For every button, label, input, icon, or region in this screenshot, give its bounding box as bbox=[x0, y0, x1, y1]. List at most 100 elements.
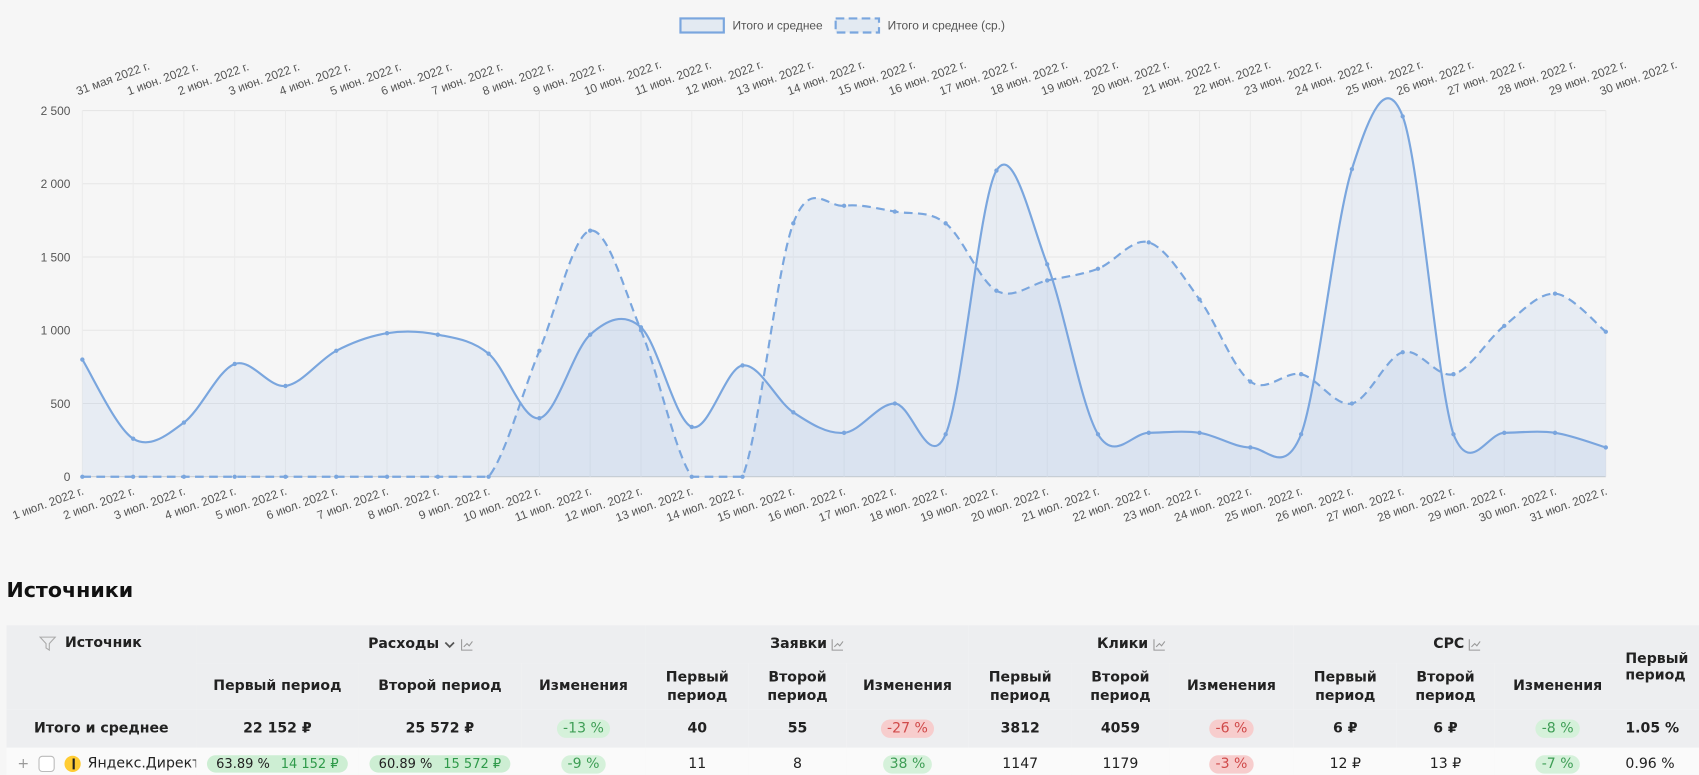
legend-swatch bbox=[679, 17, 725, 34]
point bbox=[283, 474, 288, 479]
cell-text: 4059 bbox=[1100, 720, 1141, 737]
table-cell: 55 bbox=[748, 709, 847, 748]
y-tick-label: 2 000 bbox=[41, 177, 71, 191]
table-cell: 25 572 ₽ bbox=[358, 709, 522, 748]
cell-text: Итого и среднее bbox=[34, 720, 169, 737]
point bbox=[130, 436, 136, 441]
table-cell: 11 bbox=[645, 747, 749, 775]
cell-text: 40 bbox=[687, 720, 708, 737]
header-label[interactable]: Клики bbox=[1097, 636, 1149, 653]
cell-text: 55 bbox=[787, 720, 808, 737]
change-badge: -8 % bbox=[1535, 719, 1581, 738]
y-tick-label: 1 000 bbox=[41, 324, 71, 338]
point bbox=[384, 474, 390, 479]
group-row: Источник Расходы Заявки Клики CPC Первый пери… bbox=[6, 625, 1699, 710]
point bbox=[689, 474, 694, 479]
header-label[interactable]: CPC bbox=[1433, 636, 1465, 653]
point bbox=[283, 383, 288, 389]
sub-header: Изменения bbox=[846, 663, 969, 710]
point bbox=[1298, 432, 1304, 437]
value: 15 572 ₽ bbox=[443, 756, 502, 772]
sources-table: Источник Расходы Заявки Клики CPC Первый пери… bbox=[6, 625, 1699, 775]
table-cell: -6 % bbox=[1169, 709, 1294, 748]
table-body: Итого и среднее 22 152 ₽ 25 572 ₽ -13 % 40 55… bbox=[6, 709, 1699, 775]
legend-label: Итого и среднее (ср.) bbox=[888, 18, 1005, 32]
line bbox=[81, 97, 1607, 459]
table-cell: 6 ₽ bbox=[1293, 709, 1397, 748]
cell-text: 13 ₽ bbox=[1429, 755, 1462, 773]
point bbox=[181, 474, 187, 479]
point bbox=[334, 474, 339, 479]
point bbox=[537, 415, 542, 421]
change-badge: -13 % bbox=[556, 719, 611, 738]
cell-text: 22 152 ₽ bbox=[243, 720, 312, 737]
point bbox=[1451, 432, 1456, 437]
area bbox=[82, 198, 1606, 477]
table-cell: 60.89 % 15 572 ₽ bbox=[358, 747, 522, 775]
point bbox=[1095, 266, 1101, 271]
y-tick-label: 0 bbox=[64, 470, 71, 484]
point bbox=[435, 474, 440, 479]
line bbox=[82, 197, 1607, 478]
point bbox=[1146, 430, 1151, 435]
value: 14 152 ₽ bbox=[280, 756, 339, 772]
point bbox=[1248, 379, 1253, 384]
group-header: Клики bbox=[968, 625, 1294, 664]
area bbox=[82, 98, 1606, 477]
point bbox=[1146, 240, 1151, 245]
share: 60.89 % bbox=[378, 756, 433, 772]
legend-swatch bbox=[834, 17, 881, 34]
point bbox=[232, 361, 237, 367]
header-label[interactable]: Заявки bbox=[770, 636, 828, 653]
table-cell: 1179 bbox=[1071, 747, 1170, 775]
table-cell: -8 % bbox=[1494, 709, 1622, 748]
section-title: Источники bbox=[6, 578, 134, 603]
cell-text: Яндекс.Директ bbox=[87, 755, 197, 773]
cell-text: 1147 bbox=[1002, 755, 1039, 773]
sub-header: Второй период bbox=[1396, 663, 1495, 710]
point bbox=[1045, 278, 1050, 283]
header-label[interactable]: Первый период bbox=[1625, 651, 1689, 684]
table-cell: 13 ₽ bbox=[1396, 747, 1495, 775]
point bbox=[80, 357, 85, 362]
header-label[interactable]: Источник bbox=[65, 634, 142, 652]
point bbox=[740, 363, 745, 368]
point bbox=[486, 351, 491, 356]
point bbox=[791, 410, 796, 415]
point bbox=[1400, 350, 1405, 355]
point bbox=[841, 430, 847, 435]
sub-row: Первый период Второй период Изменения Первы… bbox=[7, 663, 1699, 710]
table-cell: 3812 bbox=[968, 709, 1072, 748]
group-header: Первый период bbox=[1621, 625, 1699, 710]
cell-text: 25 572 ₽ bbox=[405, 720, 475, 737]
cell-text: 0.96 % bbox=[1625, 755, 1675, 773]
table-cell: -13 % bbox=[521, 709, 646, 748]
change-badge: -9 % bbox=[561, 754, 606, 774]
point bbox=[1502, 430, 1507, 435]
cell-text: 3812 bbox=[1000, 720, 1040, 737]
table-cell: -9 % bbox=[521, 747, 646, 775]
table-cell: + Яндекс.Директ bbox=[6, 747, 197, 775]
point bbox=[588, 332, 593, 337]
point bbox=[638, 328, 644, 333]
table-cell: 4059 bbox=[1071, 709, 1170, 748]
table-head: Источник Расходы Заявки Клики CPC Первый пери… bbox=[6, 625, 1699, 710]
change-badge: -3 % bbox=[1209, 754, 1254, 774]
point bbox=[1603, 445, 1608, 450]
sub-header: Изменения bbox=[521, 663, 646, 710]
sub-header: Второй период bbox=[748, 663, 847, 710]
table-cell: 8 bbox=[748, 747, 847, 775]
sub-header: Первый период bbox=[1293, 663, 1397, 710]
header-label[interactable]: Расходы bbox=[368, 636, 440, 653]
point bbox=[1502, 323, 1507, 329]
share-pill: 60.89 % 15 572 ₽ bbox=[370, 755, 510, 773]
point bbox=[1349, 166, 1355, 172]
point bbox=[892, 401, 898, 406]
point bbox=[334, 348, 339, 353]
table-cell: 22 152 ₽ bbox=[196, 709, 359, 748]
table-cell: 63.89 % 14 152 ₽ bbox=[196, 747, 359, 775]
point bbox=[130, 474, 136, 479]
sub-header: Второй период bbox=[358, 663, 522, 710]
share-pill: 63.89 % 14 152 ₽ bbox=[207, 755, 348, 773]
